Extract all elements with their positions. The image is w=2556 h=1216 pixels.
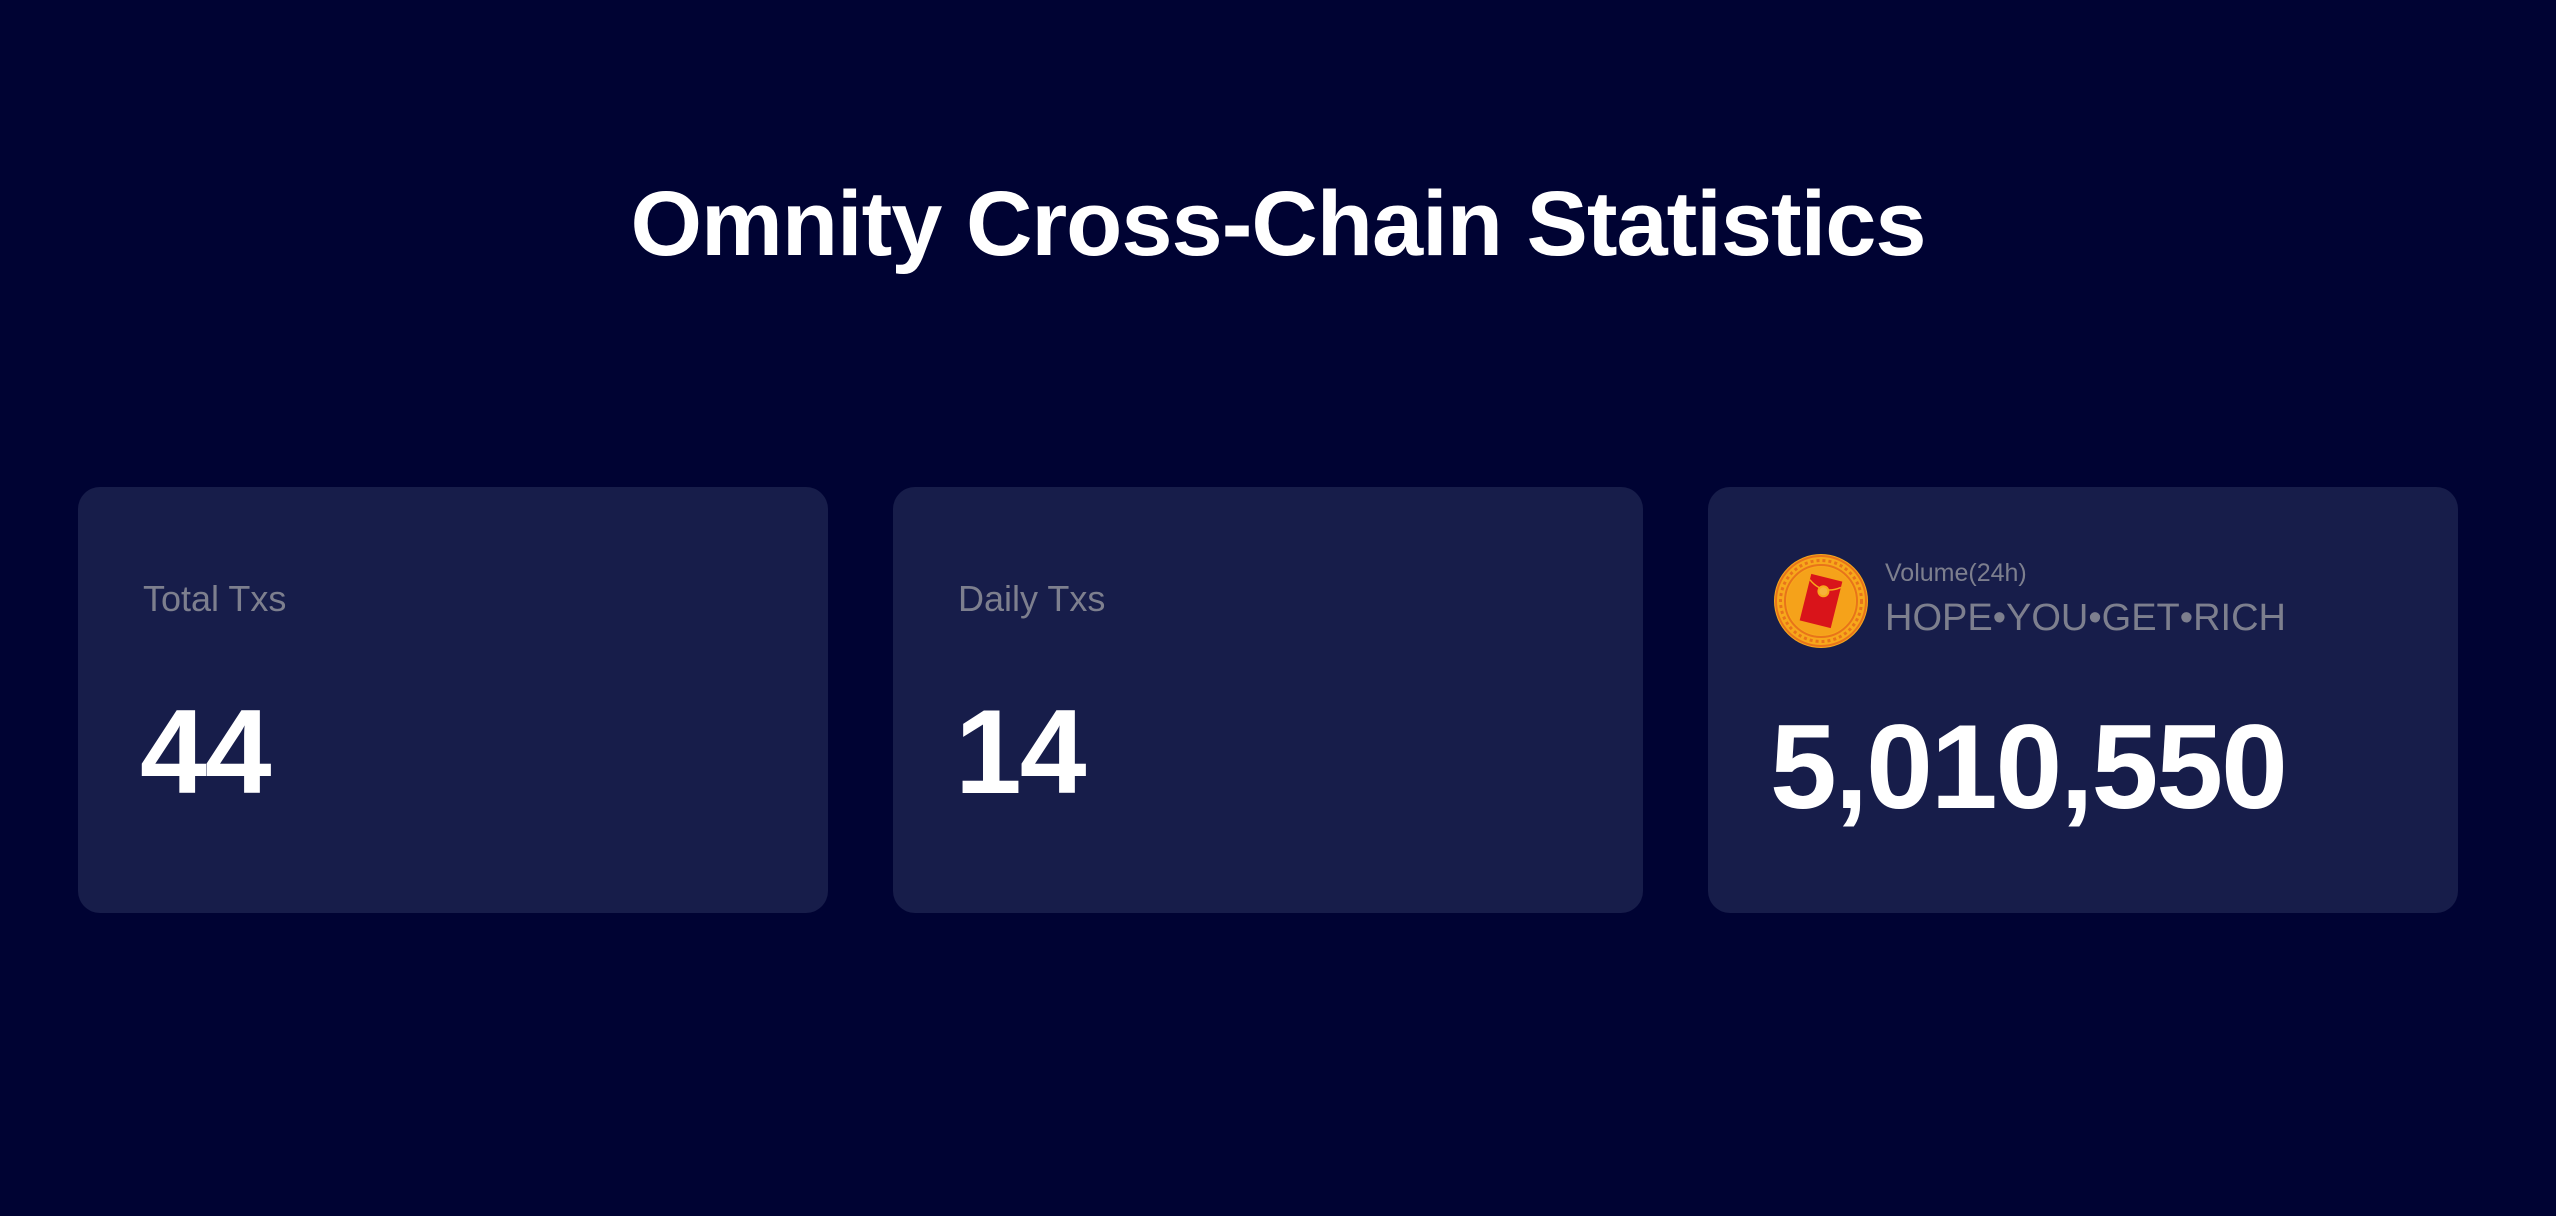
daily-txs-label: Daily Txs <box>958 578 1106 619</box>
page-title: Omnity Cross-Chain Statistics <box>630 172 1926 275</box>
daily-txs-value: 14 <box>955 685 1086 819</box>
token-header: Volume(24h) HOPE•YOU•GET•RICH <box>1773 553 2286 649</box>
token-text: Volume(24h) HOPE•YOU•GET•RICH <box>1885 558 2286 643</box>
volume-24h-value: 5,010,550 <box>1770 700 2288 834</box>
total-txs-label: Total Txs <box>143 578 287 619</box>
token-name: HOPE•YOU•GET•RICH <box>1885 597 2286 640</box>
stats-cards: Total Txs 44 Daily Txs 14 <box>78 487 2458 913</box>
daily-txs-card: Daily Txs 14 <box>893 487 1643 913</box>
total-txs-value: 44 <box>140 685 271 819</box>
volume-24h-card: Volume(24h) HOPE•YOU•GET•RICH 5,010,550 <box>1708 487 2458 913</box>
total-txs-card: Total Txs 44 <box>78 487 828 913</box>
red-envelope-coin-icon <box>1773 553 1869 649</box>
volume-caption: Volume(24h) <box>1885 559 2027 588</box>
